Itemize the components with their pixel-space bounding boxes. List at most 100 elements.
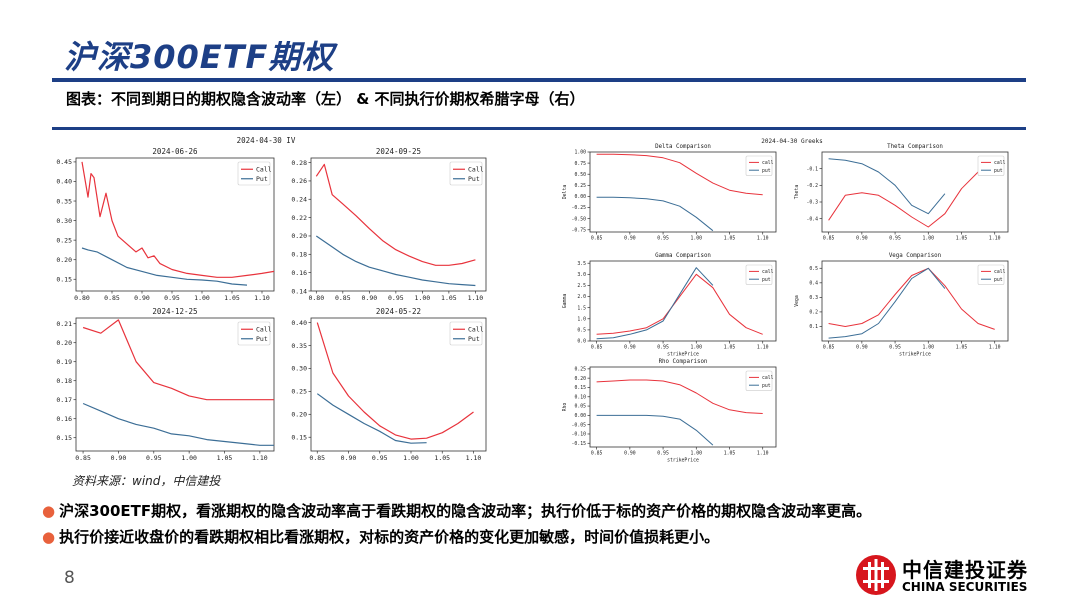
title-divider: [52, 78, 1026, 82]
y-tick-label: 0.50: [574, 172, 586, 178]
y-tick-label: 0.17: [56, 396, 72, 404]
series-line-call: [596, 273, 763, 335]
chart-title: 2024-05-22: [376, 307, 421, 316]
y-tick-label: -0.75: [572, 227, 587, 233]
chart-title: 2024-06-26: [152, 147, 198, 156]
x-tick-label: 1.00: [403, 454, 419, 462]
y-tick-label: 0.35: [56, 197, 72, 205]
legend-label: call: [762, 269, 774, 275]
y-tick-label: 0.5: [577, 328, 586, 334]
x-tick-label: 1.10: [989, 344, 1001, 350]
bullet-dot-icon: ●: [42, 502, 56, 520]
legend-label: call: [762, 160, 774, 166]
y-tick-label: 0.10: [574, 394, 586, 400]
y-tick-label: -0.3: [806, 200, 818, 206]
y-axis-label: Vega: [794, 295, 800, 307]
chart-legend: call put: [745, 264, 774, 285]
x-tick-label: 0.85: [591, 450, 603, 456]
x-tick-label: 1.00: [691, 450, 703, 456]
x-tick-label: 1.05: [956, 235, 968, 241]
y-tick-label: 0.2: [809, 310, 818, 316]
y-tick-label: 0.30: [291, 365, 307, 373]
y-tick-label: -0.15: [572, 441, 587, 447]
x-tick-label: 1.00: [194, 294, 210, 302]
y-tick-label: 0.20: [574, 376, 586, 382]
x-tick-label: 0.85: [104, 294, 120, 302]
plot-frame: [589, 260, 777, 342]
y-tick-label: 1.00: [574, 150, 586, 156]
legend-label: put: [762, 383, 771, 389]
y-tick-label: 3.0: [577, 272, 586, 278]
x-tick-label: 0.85: [823, 235, 835, 241]
y-tick-label: 0.00: [574, 194, 586, 200]
y-tick-label: 0.00: [574, 413, 586, 419]
y-tick-label: 1.5: [577, 305, 586, 311]
chart-title: Delta Comparison: [655, 144, 711, 150]
chart-panel: 2024-12-25 0.85 0.90 0.95 1.00 1.05 1.10 0.15 0.…: [56, 307, 275, 462]
x-tick-label: 0.80: [308, 294, 324, 302]
x-tick-label: 1.00: [415, 294, 431, 302]
x-tick-label: 0.85: [335, 294, 351, 302]
chart-title: Rho Comparison: [659, 359, 708, 365]
bullet-text: 执行价接近收盘价的看跌期权相比看涨期权，对标的资产价格的变化更加敏感，时间价值损…: [59, 528, 720, 546]
x-tick-label: 1.00: [691, 235, 703, 241]
series-line-call: [828, 267, 995, 330]
bullet-dot-icon: ●: [42, 528, 56, 546]
x-tick-label: 0.90: [624, 344, 636, 350]
chart-legend: call put: [745, 155, 774, 176]
y-tick-label: 0.26: [291, 177, 307, 185]
y-tick-label: 0.3: [809, 295, 818, 301]
x-tick-label: 1.05: [724, 344, 736, 350]
legend-label: call: [994, 160, 1006, 166]
y-tick-label: 0.40: [291, 319, 307, 327]
series-line-put: [82, 402, 274, 446]
slide-title: 沪深300ETF期权: [64, 38, 335, 76]
y-axis-label: Rho: [562, 403, 568, 412]
bullet-point-2: ● 执行价接近收盘价的看跌期权相比看涨期权，对标的资产价格的变化更加敏感，时间价值…: [42, 526, 719, 547]
x-tick-label: 0.90: [362, 294, 378, 302]
x-tick-label: 0.95: [657, 344, 669, 350]
x-tick-label: 0.85: [591, 344, 603, 350]
y-tick-label: 0.25: [574, 183, 586, 189]
y-tick-label: 0.21: [56, 320, 72, 328]
series-line-call: [81, 161, 275, 278]
y-tick-label: 0.15: [56, 434, 72, 442]
figure-suptitle: 2024-04-30 Greeks: [761, 138, 823, 145]
y-tick-label: 0.20: [291, 411, 307, 419]
y-tick-label: 0.18: [56, 377, 72, 385]
x-tick-label: 0.90: [111, 454, 127, 462]
legend-label: Put: [256, 335, 268, 343]
chart-title: Gamma Comparison: [655, 253, 711, 259]
y-tick-label: 1.0: [577, 316, 586, 322]
x-axis-label: strikePrice: [899, 352, 931, 358]
y-tick-label: 0.28: [291, 159, 307, 167]
legend-label: Put: [468, 175, 480, 183]
x-tick-label: 0.85: [823, 344, 835, 350]
x-tick-label: 0.85: [591, 235, 603, 241]
legend-box: [977, 264, 1005, 285]
y-tick-label: 0.18: [291, 251, 307, 259]
x-tick-label: 1.00: [923, 235, 935, 241]
series-line-put: [596, 196, 714, 232]
y-tick-label: 0.4: [809, 280, 818, 286]
china-securities-logo-icon: [856, 555, 896, 595]
y-tick-label: 0.20: [291, 232, 307, 240]
x-tick-label: 1.05: [441, 294, 457, 302]
x-tick-label: 0.90: [134, 294, 150, 302]
y-tick-label: 0.1: [809, 324, 818, 330]
figure-caption: 图表：不同到期日的期权隐含波动率（左） & 不同执行价期权希腊字母（右）: [66, 90, 585, 108]
x-tick-label: 0.95: [388, 294, 404, 302]
legend-label: call: [994, 269, 1006, 275]
legend-label: put: [994, 168, 1003, 174]
legend-label: Call: [468, 166, 484, 174]
series-line-put: [316, 393, 427, 444]
bullet-point-1: ● 沪深300ETF期权，看涨期权的隐含波动率高于看跌期权的隐含波动率；执行价低于…: [42, 500, 871, 521]
x-tick-label: 0.95: [164, 294, 180, 302]
x-tick-label: 1.10: [989, 235, 1001, 241]
source-note: 资料来源：wind，中信建投: [72, 474, 221, 488]
chart-panel: 2024-06-26 0.80 0.85 0.90 0.95 1.00 1.05 1.10 0.…: [56, 147, 275, 302]
x-tick-label: 1.05: [434, 454, 450, 462]
series-line-put: [315, 235, 476, 287]
x-tick-label: 1.00: [691, 344, 703, 350]
